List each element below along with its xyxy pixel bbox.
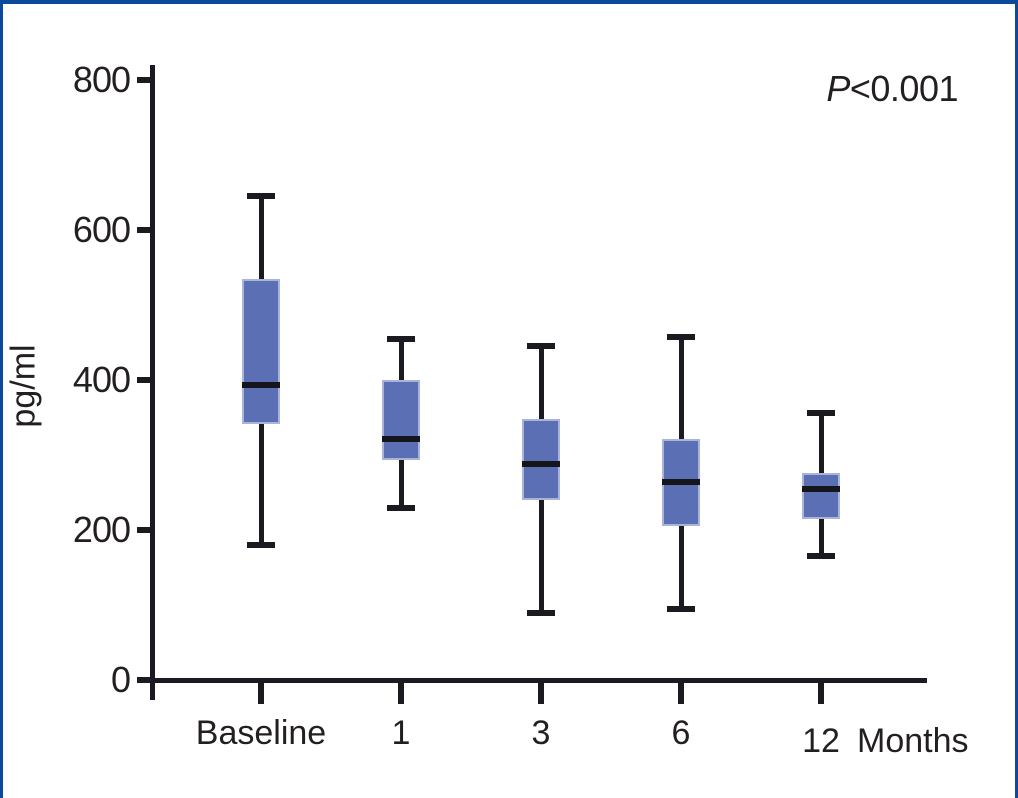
boxplot-1-whisker-cap-top xyxy=(387,335,415,342)
boxplot-1-iqr-box xyxy=(382,380,420,461)
x-tick-label: 3 xyxy=(531,714,551,752)
x-axis-tick xyxy=(258,682,264,704)
y-tick-label: 800 xyxy=(72,59,131,100)
p-value-text: <0.001 xyxy=(849,68,959,109)
p-value-annotation: P<0.001 xyxy=(826,68,958,110)
y-axis-title: pg/ml xyxy=(4,344,43,428)
boxplot-12-median-line xyxy=(802,485,840,492)
x-tick-label: 6 xyxy=(671,714,691,752)
x-tick-label: Baseline xyxy=(195,714,327,752)
boxplot-1-whisker-cap-bottom xyxy=(387,504,415,511)
y-axis-tick xyxy=(137,227,153,233)
p-symbol: P xyxy=(826,68,850,109)
boxplot-12-whisker-cap-top xyxy=(807,410,835,416)
boxplot-3-whisker-cap-top xyxy=(527,343,555,350)
y-axis-tick xyxy=(137,527,153,533)
boxplot-12-iqr-box xyxy=(802,473,840,519)
boxplot-12-whisker-cap-bottom xyxy=(807,553,835,560)
x-axis-unit-label: Months xyxy=(857,722,969,760)
x-axis-tick xyxy=(398,682,404,704)
boxplot-baseline-whisker-cap-top xyxy=(247,193,275,200)
y-tick-label: 600 xyxy=(72,209,131,250)
y-tick-label: 0 xyxy=(110,659,131,700)
boxplot-baseline-median-line xyxy=(242,382,280,389)
boxplot-baseline-iqr-box xyxy=(242,278,280,424)
boxplot-1-median-line xyxy=(382,435,420,442)
boxplot-3-iqr-box xyxy=(522,419,560,500)
y-axis-tick xyxy=(137,377,153,383)
boxplot-6-whisker-cap-top xyxy=(667,334,695,341)
boxplot-6-median-line xyxy=(662,479,700,485)
x-axis-tick xyxy=(538,682,544,704)
boxplot-3-median-line xyxy=(522,461,560,467)
boxplot-3-whisker-cap-bottom xyxy=(527,609,555,616)
x-axis-tick xyxy=(678,682,684,704)
y-tick-label: 200 xyxy=(72,509,131,550)
boxplot-6-whisker-cap-bottom xyxy=(667,605,695,612)
y-axis-tick xyxy=(137,77,153,83)
boxplot-baseline-whisker-cap-bottom xyxy=(247,542,275,548)
x-tick-label: 12 xyxy=(802,722,840,760)
x-axis-line xyxy=(150,678,927,683)
x-axis-tick xyxy=(818,682,824,704)
x-tick-label: 1 xyxy=(391,714,411,752)
y-axis-tick xyxy=(137,677,153,683)
y-tick-label: 400 xyxy=(72,359,131,400)
